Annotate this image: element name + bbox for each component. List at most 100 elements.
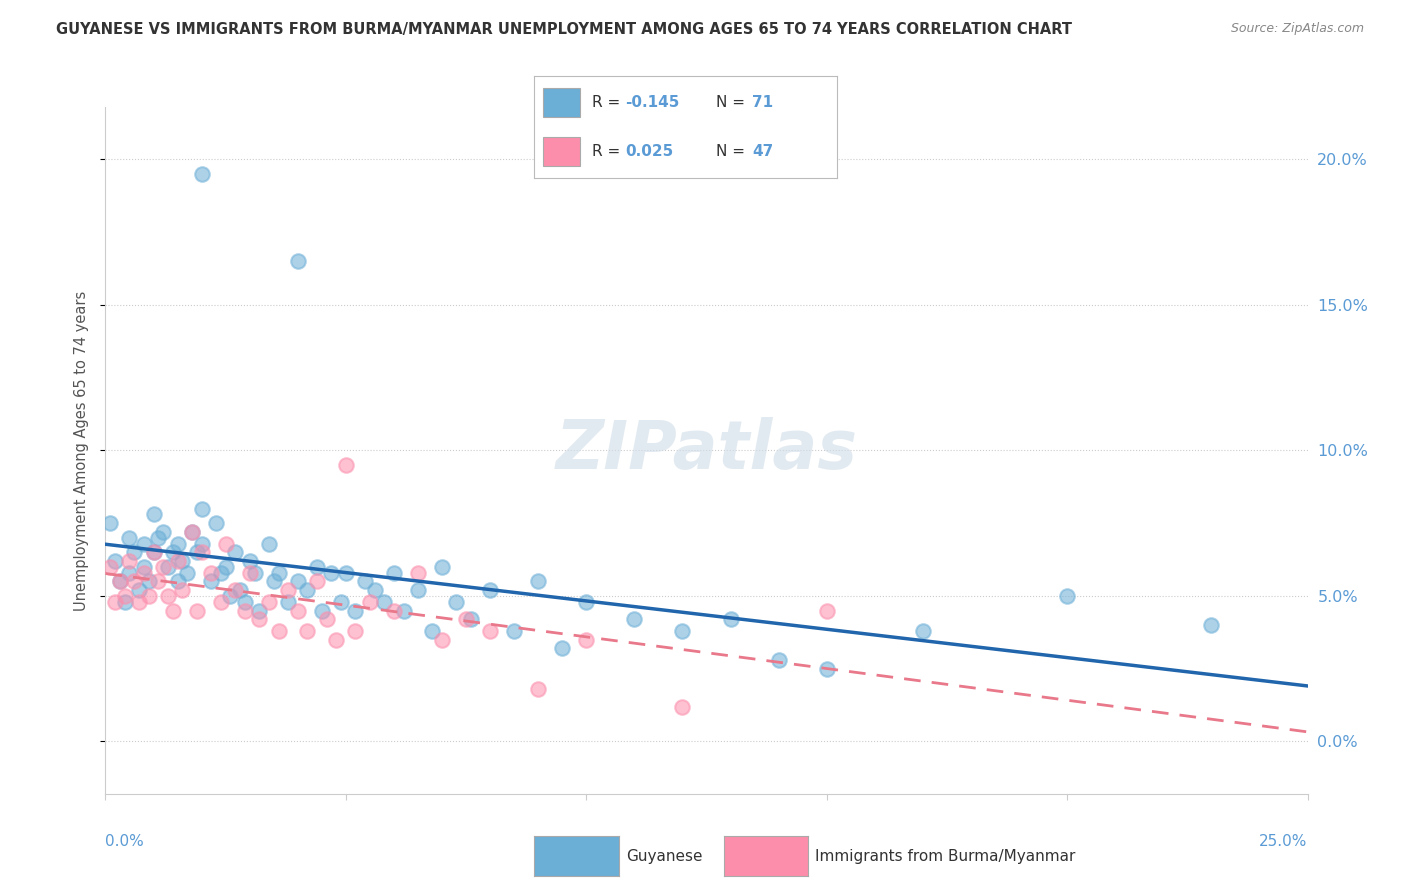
Point [118,531,141,545]
Point [138,589,160,603]
Point [142,545,165,559]
Point [172,554,194,568]
Point [373,595,395,609]
Text: 71: 71 [752,95,773,110]
Point [305,560,328,574]
Point [98,560,121,574]
Point [247,612,270,626]
Text: 25.0%: 25.0% [1260,834,1308,849]
Point [229,583,252,598]
Point [311,603,333,617]
Point [406,583,429,598]
Point [623,612,645,626]
Point [267,624,290,638]
Text: R =: R = [592,145,624,160]
Point [392,603,415,617]
Point [277,583,299,598]
Point [138,574,160,589]
Text: GUYANESE VS IMMIGRANTS FROM BURMA/MYANMAR UNEMPLOYMENT AMONG AGES 65 TO 74 YEARS: GUYANESE VS IMMIGRANTS FROM BURMA/MYANMA… [56,22,1073,37]
Point [287,254,309,268]
Point [720,612,742,626]
Point [124,545,146,559]
Point [527,574,550,589]
Point [671,624,693,638]
Text: ZIPatlas: ZIPatlas [555,417,858,483]
Point [1056,589,1078,603]
Point [446,595,468,609]
Point [104,595,127,609]
Point [148,531,170,545]
Point [172,583,194,598]
Point [422,624,444,638]
FancyBboxPatch shape [543,137,579,166]
Point [330,595,353,609]
Point [190,501,212,516]
Point [359,595,381,609]
Point [156,560,179,574]
Point [108,574,131,589]
Y-axis label: Unemployment Among Ages 65 to 74 years: Unemployment Among Ages 65 to 74 years [75,290,90,611]
Text: R =: R = [592,95,624,110]
Point [406,566,429,580]
Point [200,566,222,580]
Point [479,624,502,638]
Text: 0.0%: 0.0% [105,834,145,849]
FancyBboxPatch shape [543,88,579,117]
Point [224,583,246,598]
Point [382,566,405,580]
Point [257,595,280,609]
Point [247,603,270,617]
Point [128,595,150,609]
Text: Immigrants from Burma/Myanmar: Immigrants from Burma/Myanmar [815,849,1076,863]
Point [162,603,184,617]
Point [267,566,290,580]
Point [344,603,367,617]
Point [190,545,212,559]
Point [132,560,155,574]
Point [287,603,309,617]
Point [156,589,179,603]
Point [243,566,266,580]
Point [575,595,598,609]
Point [186,603,208,617]
Point [239,566,262,580]
Point [382,603,405,617]
Point [297,583,319,598]
Point [219,589,242,603]
Text: 0.025: 0.025 [624,145,673,160]
Point [263,574,285,589]
Point [166,554,188,568]
Point [114,595,136,609]
Point [132,566,155,580]
Point [815,662,838,676]
Point [224,545,246,559]
Point [364,583,387,598]
Point [460,612,482,626]
Point [124,574,146,589]
Point [98,516,121,531]
Point [239,554,262,568]
Point [142,545,165,559]
Point [190,167,212,181]
Point [233,595,256,609]
Point [214,560,236,574]
Point [454,612,477,626]
Text: -0.145: -0.145 [624,95,679,110]
Point [166,536,188,550]
Point [354,574,377,589]
Point [479,583,502,598]
Point [277,595,299,609]
Point [209,595,232,609]
Text: N =: N = [716,95,749,110]
Point [209,566,232,580]
Point [551,641,574,656]
Point [430,632,453,647]
Point [321,566,343,580]
Point [118,554,141,568]
Point [344,624,367,638]
Point [118,566,141,580]
Point [108,574,131,589]
Point [297,624,319,638]
Point [911,624,934,638]
Point [114,589,136,603]
